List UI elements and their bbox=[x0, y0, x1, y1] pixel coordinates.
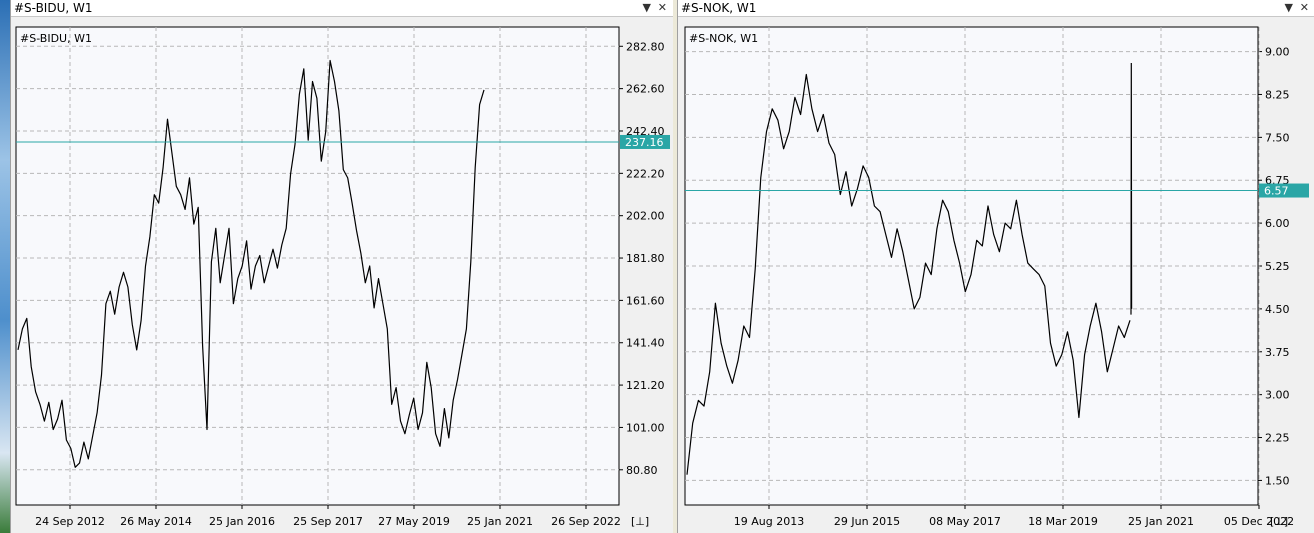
chart-symbol-label: #S-BIDU, W1 bbox=[20, 32, 92, 45]
chart-window-bidu[interactable]: #S-BIDU, W1 ▼ ✕ 282.80 262.60 242.40 222.20… bbox=[10, 0, 673, 533]
y-tick-label: 242.40 bbox=[626, 125, 665, 138]
x-tick-label: 08 May 2017 bbox=[929, 515, 1001, 528]
scroll-end-icon[interactable]: [⊥] bbox=[1270, 515, 1288, 528]
window-title: #S-NOK, W1 bbox=[681, 1, 757, 15]
y-tick-label: 4.50 bbox=[1265, 303, 1290, 316]
y-tick-label: 3.75 bbox=[1265, 346, 1290, 359]
y-tick-label: 8.25 bbox=[1265, 88, 1290, 101]
price-chart-bidu[interactable]: 282.80 262.60 242.40 222.20 202.00 181.80 161.… bbox=[11, 17, 673, 533]
x-tick-label: 27 May 2019 bbox=[378, 515, 450, 528]
y-tick-label: 161.60 bbox=[626, 294, 665, 307]
price-tag-box bbox=[620, 134, 670, 149]
x-tick-label: 18 Mar 2019 bbox=[1028, 515, 1098, 528]
price-tag-label: 237.16 bbox=[625, 136, 664, 149]
y-tick-label: 101.00 bbox=[626, 421, 665, 434]
x-tick-label: 29 Jun 2015 bbox=[834, 515, 900, 528]
x-tick-label: 19 Aug 2013 bbox=[734, 515, 804, 528]
desktop-edge-strip bbox=[0, 0, 10, 533]
x-tick-label: 25 Jan 2021 bbox=[467, 515, 533, 528]
price-chart-nok[interactable]: 9.008.257.506.756.005.254.503.753.002.25… bbox=[678, 17, 1314, 533]
price-series-line bbox=[17, 59, 485, 468]
dropdown-icon[interactable]: ▼ bbox=[1284, 1, 1293, 14]
y-tick-label: 181.80 bbox=[626, 252, 665, 265]
x-tick-label: 05 Dec 2022 bbox=[1224, 515, 1294, 528]
y-tick-label: 5.25 bbox=[1265, 260, 1290, 273]
window-title: #S-BIDU, W1 bbox=[14, 1, 93, 15]
y-tick-label: 6.00 bbox=[1265, 217, 1290, 230]
price-tag-label: 6.57 bbox=[1264, 185, 1289, 198]
close-icon[interactable]: ✕ bbox=[1299, 1, 1309, 14]
y-tick-label: 141.40 bbox=[626, 337, 665, 350]
y-tick-label: 9.00 bbox=[1265, 46, 1290, 59]
y-tick-label: 80.80 bbox=[626, 464, 658, 477]
x-tick-label: 25 Jan 2016 bbox=[209, 515, 275, 528]
y-tick-label: 262.60 bbox=[626, 83, 665, 96]
scroll-end-icon[interactable]: [⊥] bbox=[631, 515, 649, 528]
window-titlebar[interactable]: #S-NOK, W1 ▼ ✕ bbox=[678, 0, 1314, 17]
x-tick-label: 26 Sep 2022 bbox=[551, 515, 621, 528]
price-spike-line bbox=[1130, 62, 1133, 315]
close-icon[interactable]: ✕ bbox=[657, 1, 667, 14]
dropdown-icon[interactable]: ▼ bbox=[642, 1, 651, 14]
price-series-line bbox=[686, 73, 1131, 475]
price-tag-box bbox=[1259, 183, 1309, 198]
y-tick-label: 202.00 bbox=[626, 210, 665, 223]
x-tick-label: 24 Sep 2012 bbox=[35, 515, 105, 528]
chart-window-nok[interactable]: #S-NOK, W1 ▼ ✕ 9.00 8.25 7.50 6.75 6.00 5.25 4… bbox=[677, 0, 1314, 533]
y-tick-label: 121.20 bbox=[626, 379, 665, 392]
x-tick-label: 26 May 2014 bbox=[120, 515, 192, 528]
chart-symbol-label: #S-NOK, W1 bbox=[689, 32, 758, 45]
y-tick-label: 7.50 bbox=[1265, 131, 1290, 144]
x-tick-label: 25 Jan 2021 bbox=[1128, 515, 1194, 528]
y-tick-label: 282.80 bbox=[626, 40, 665, 53]
y-tick-label: 2.25 bbox=[1265, 432, 1290, 445]
window-titlebar[interactable]: #S-BIDU, W1 ▼ ✕ bbox=[11, 0, 673, 17]
y-tick-label: 3.00 bbox=[1265, 389, 1290, 402]
y-tick-label: 222.20 bbox=[626, 167, 665, 180]
y-tick-label: 1.50 bbox=[1265, 474, 1290, 487]
x-tick-label: 25 Sep 2017 bbox=[293, 515, 363, 528]
